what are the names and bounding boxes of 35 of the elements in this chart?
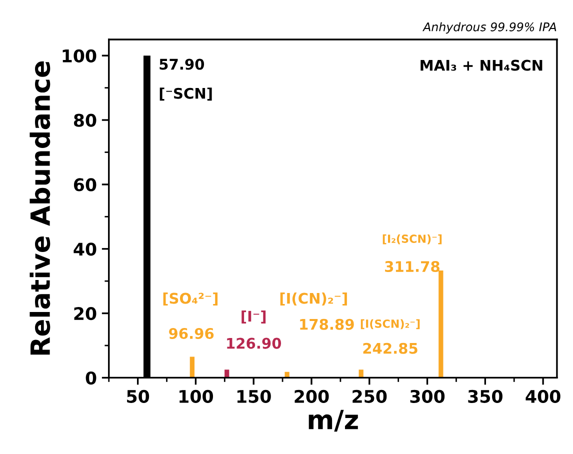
annotation: 178.89	[300, 318, 354, 330]
y-axis-title: Relative Abundance	[30, 61, 50, 355]
x-tick-label: 350	[468, 390, 502, 403]
x-tick-label: 200	[294, 390, 329, 403]
y-tick-label: 0	[86, 371, 96, 385]
bar	[190, 356, 195, 378]
y-tick-label: 40	[74, 242, 96, 256]
x-tick-label: 300	[410, 390, 445, 403]
annotation: [I(SCN)₂⁻]	[360, 319, 420, 330]
x-tick-label: 50	[127, 390, 150, 403]
x-axis-title: m/z	[308, 410, 358, 432]
annotation: [⁻SCN]	[160, 88, 212, 101]
bar	[358, 370, 364, 378]
annotation: 242.85	[363, 342, 418, 354]
annotation: 311.78	[385, 261, 440, 272]
bar	[284, 372, 290, 378]
x-tick-label: 250	[352, 390, 387, 403]
bar	[438, 270, 444, 378]
x-tick-label: 150	[237, 390, 271, 403]
annotation: [I⁻]	[242, 310, 266, 324]
annotation: 57.90	[160, 58, 204, 70]
y-tick-label: 20	[74, 307, 96, 320]
x-tick-label: 100	[180, 390, 213, 403]
y-tick-label: 60	[74, 178, 96, 192]
y-tick-label: 100	[62, 49, 96, 62]
chart-title: Anhydrous 99.99% IPA	[422, 22, 556, 34]
x-tick-label: 400	[526, 390, 560, 403]
annotation: 126.90	[227, 338, 282, 349]
annotation: [SO₄²⁻]	[163, 292, 218, 306]
annotation: 96.96	[169, 328, 214, 340]
y-tick-label: 80	[74, 114, 96, 127]
bar	[224, 370, 230, 378]
annotation: [I(CN)₂⁻]	[280, 292, 347, 306]
annotation: [I₂(SCN)⁻]	[382, 234, 442, 244]
annotation: MAI₃ + NH₄SCN	[420, 60, 542, 71]
